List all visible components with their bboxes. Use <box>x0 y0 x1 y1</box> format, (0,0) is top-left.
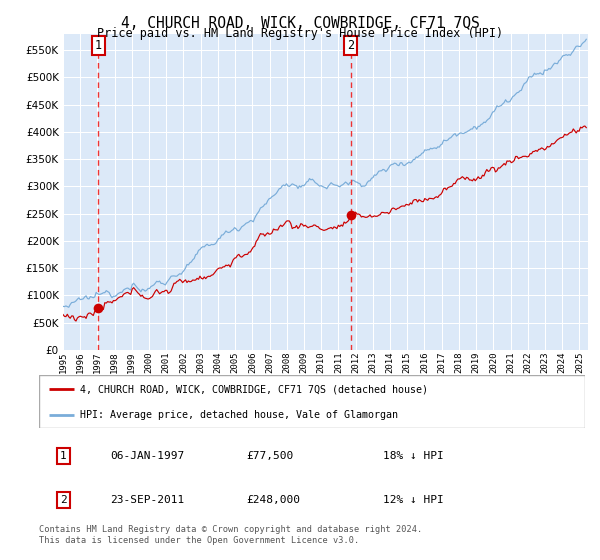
Text: 4, CHURCH ROAD, WICK, COWBRIDGE, CF71 7QS (detached house): 4, CHURCH ROAD, WICK, COWBRIDGE, CF71 7Q… <box>80 384 428 394</box>
Text: 18% ↓ HPI: 18% ↓ HPI <box>383 451 444 461</box>
Text: 1: 1 <box>60 451 67 461</box>
Text: Contains HM Land Registry data © Crown copyright and database right 2024.
This d: Contains HM Land Registry data © Crown c… <box>39 525 422 545</box>
Text: 12% ↓ HPI: 12% ↓ HPI <box>383 495 444 505</box>
Text: 2: 2 <box>347 39 355 52</box>
Text: £248,000: £248,000 <box>247 495 301 505</box>
Text: 23-SEP-2011: 23-SEP-2011 <box>110 495 184 505</box>
Text: 2: 2 <box>60 495 67 505</box>
Text: 1: 1 <box>95 39 101 52</box>
Text: £77,500: £77,500 <box>247 451 294 461</box>
Text: 06-JAN-1997: 06-JAN-1997 <box>110 451 184 461</box>
Text: Price paid vs. HM Land Registry's House Price Index (HPI): Price paid vs. HM Land Registry's House … <box>97 27 503 40</box>
Text: HPI: Average price, detached house, Vale of Glamorgan: HPI: Average price, detached house, Vale… <box>80 409 398 419</box>
Text: 4, CHURCH ROAD, WICK, COWBRIDGE, CF71 7QS: 4, CHURCH ROAD, WICK, COWBRIDGE, CF71 7Q… <box>121 16 479 31</box>
